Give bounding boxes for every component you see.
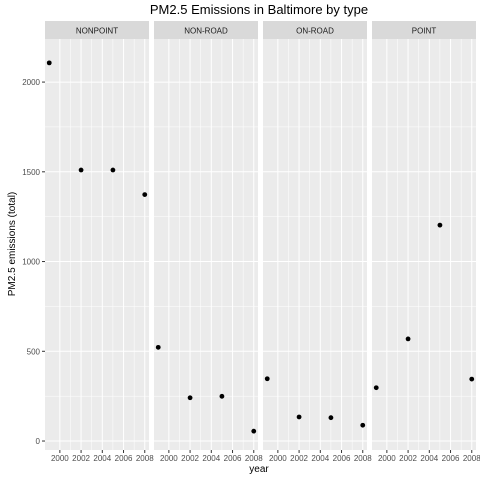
y-tick-label: 1500	[22, 168, 40, 177]
data-point	[219, 393, 225, 399]
y-tick-label: 0	[36, 437, 41, 446]
facet-strip	[154, 21, 258, 39]
x-tick-label: 2002	[181, 454, 199, 463]
x-tick-label: 2000	[269, 454, 287, 463]
x-tick-label: 2002	[290, 454, 308, 463]
x-tick-label: 2004	[311, 454, 329, 463]
facet-strip	[263, 21, 367, 39]
data-point	[437, 222, 443, 228]
facet-strip-label: POINT	[412, 27, 437, 36]
facet-panel: ON-ROAD 2000 2002 2004 2006 2008	[263, 21, 372, 463]
x-tick-label: 2006	[333, 454, 351, 463]
y-axis: 0 500 1000 1500 2000	[22, 78, 45, 446]
x-tick-label: 2004	[202, 454, 220, 463]
x-axis-title: year	[249, 464, 269, 475]
x-tick-label: 2008	[245, 454, 263, 463]
data-point	[155, 344, 161, 350]
x-tick-label: 2006	[442, 454, 460, 463]
data-point	[187, 395, 193, 401]
facet-panel: NON-ROAD 2000 2002 2004 2006 2008	[154, 21, 263, 463]
y-axis-title: PM2.5 emissions (total)	[7, 192, 18, 296]
x-tick-label: 2004	[93, 454, 111, 463]
x-tick-label: 2008	[463, 454, 480, 463]
x-tick-label: 2008	[354, 454, 372, 463]
facet-strip	[372, 21, 476, 39]
data-point	[296, 414, 302, 420]
y-tick-label: 500	[27, 347, 41, 356]
x-tick-label: 2002	[399, 454, 417, 463]
panel-background	[45, 39, 149, 450]
x-tick-label: 2004	[420, 454, 438, 463]
panel-background	[154, 39, 258, 450]
data-point	[251, 428, 257, 434]
chart-title: PM2.5 Emissions in Baltimore by type	[150, 2, 368, 17]
facet-panel: NONPOINT 2000 2002 2004 2006 2008	[45, 21, 154, 463]
data-point	[360, 422, 366, 428]
panel-background	[372, 39, 476, 450]
x-tick-label: 2000	[51, 454, 69, 463]
x-tick-label: 2000	[378, 454, 396, 463]
data-point	[328, 415, 334, 421]
data-point	[142, 192, 148, 198]
y-tick-label: 2000	[22, 78, 40, 87]
data-point	[110, 167, 116, 173]
x-tick-label: 2002	[72, 454, 90, 463]
data-point	[405, 336, 411, 342]
facet-strip-label: ON-ROAD	[296, 27, 334, 36]
facet-panel: POINT 2000 2002 2004 2006 2008	[372, 21, 480, 463]
data-point	[469, 376, 475, 382]
panel-background	[263, 39, 367, 450]
x-tick-label: 2006	[224, 454, 242, 463]
data-point	[264, 376, 270, 382]
data-point	[78, 167, 84, 173]
data-point	[373, 385, 379, 391]
x-tick-label: 2000	[160, 454, 178, 463]
facet-strip-label: NON-ROAD	[184, 27, 228, 36]
y-tick-label: 1000	[22, 258, 40, 267]
facet-strip-label: NONPOINT	[76, 27, 118, 36]
data-point	[46, 60, 52, 66]
x-tick-label: 2006	[115, 454, 133, 463]
x-tick-label: 2008	[136, 454, 154, 463]
facet-strip	[45, 21, 149, 39]
